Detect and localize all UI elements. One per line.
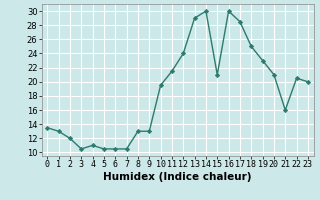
X-axis label: Humidex (Indice chaleur): Humidex (Indice chaleur): [103, 172, 252, 182]
